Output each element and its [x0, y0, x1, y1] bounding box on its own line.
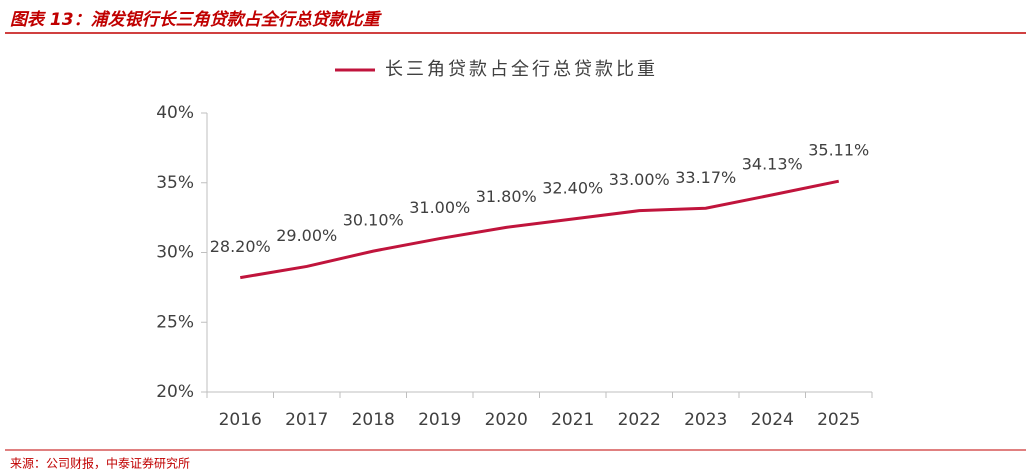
- value-label: 34.13%: [742, 154, 803, 173]
- value-label: 31.80%: [476, 187, 537, 206]
- x-tick-label: 2017: [285, 410, 328, 430]
- source-note: 来源：公司财报，中泰证券研究所: [10, 456, 190, 471]
- value-label: 28.20%: [210, 237, 271, 256]
- y-tick-label: 25%: [156, 312, 194, 332]
- x-tick-label: 2023: [684, 410, 727, 430]
- value-label: 33.17%: [675, 168, 736, 187]
- y-tick-label: 40%: [156, 103, 194, 123]
- x-tick-label: 2022: [618, 410, 661, 430]
- value-label: 31.00%: [409, 198, 470, 217]
- y-tick-label: 35%: [156, 173, 194, 193]
- value-label: 29.00%: [276, 226, 337, 245]
- line: [240, 179, 840, 280]
- x-tick-label: 2021: [551, 410, 594, 430]
- x-tick-label: 2016: [219, 410, 262, 430]
- x-tick-label: 2025: [817, 410, 860, 430]
- value-label: 32.40%: [542, 179, 603, 198]
- value-label: 35.11%: [808, 141, 869, 160]
- x-tick-label: 2018: [352, 410, 395, 430]
- chart-title: 图表 13：浦发银行长三角贷款占全行总贷款比重: [10, 10, 383, 30]
- x-tick-label: 2024: [751, 410, 794, 430]
- x-tick-label: 2019: [418, 410, 461, 430]
- y-tick-label: 20%: [156, 382, 194, 402]
- y-tick-label: 30%: [156, 243, 194, 263]
- value-label: 30.10%: [343, 211, 404, 230]
- legend-label: 长三角贷款占全行总贷款比重: [385, 59, 658, 80]
- x-tick-label: 2020: [485, 410, 528, 430]
- value-label: 33.00%: [609, 170, 670, 189]
